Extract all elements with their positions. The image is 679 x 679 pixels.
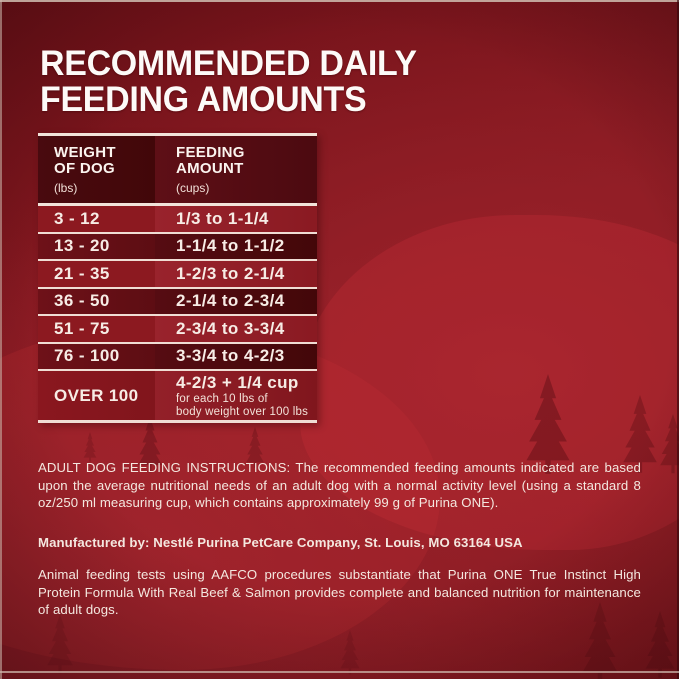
manufactured-by-line: Manufactured by: Nestlé Purina PetCare C… [38, 535, 523, 550]
table-row: 76 - 100 3-3/4 to 4-2/3 [38, 343, 317, 371]
amount-value: 2-1/4 to 2-3/4 [176, 291, 285, 311]
aafco-statement-paragraph: Animal feeding tests using AAFCO procedu… [38, 567, 641, 617]
weight-value: 21 - 35 [54, 263, 110, 283]
table-row: 13 - 20 1-1/4 to 1-1/2 [38, 233, 317, 261]
feeding-instructions-paragraph: ADULT DOG FEEDING INSTRUCTIONS: The reco… [38, 460, 641, 510]
amount-value: 1-2/3 to 2-1/4 [176, 263, 285, 283]
header-cell-weight: WEIGHT OF DOG (lbs) [38, 136, 155, 203]
amount-value: 2-3/4 to 3-3/4 [176, 318, 285, 338]
weight-header-line1: WEIGHT [54, 144, 116, 161]
weight-value: 76 - 100 [54, 346, 120, 366]
page-title-line1: RECOMMENDED DAILY [40, 44, 417, 83]
feeding-header-unit: (cups) [176, 181, 210, 195]
feeding-table: WEIGHT OF DOG (lbs) FEEDING AMOUNT (cups… [38, 133, 317, 423]
table-top-rule [38, 133, 317, 136]
weight-header-line2: OF DOG [54, 160, 115, 177]
amount-value: 1/3 to 1-1/4 [176, 208, 269, 228]
amount-value: 4-2/3 + 1/4 cup [176, 373, 299, 392]
amount-value: 1-1/4 to 1-1/2 [176, 236, 285, 256]
panel-bottom-edge-shadow [0, 673, 679, 679]
weight-value: 13 - 20 [54, 236, 110, 256]
table-row: 3 - 12 1/3 to 1-1/4 [38, 206, 317, 234]
weight-header-unit: (lbs) [54, 181, 78, 195]
table-header-row: WEIGHT OF DOG (lbs) FEEDING AMOUNT (cups… [38, 136, 317, 206]
table-row: 51 - 75 2-3/4 to 3-3/4 [38, 316, 317, 344]
weight-value: 3 - 12 [54, 208, 100, 228]
weight-value: 51 - 75 [54, 318, 110, 338]
panel-right-edge [677, 0, 679, 679]
table-row: 21 - 35 1-2/3 to 2-1/4 [38, 261, 317, 289]
amount-note-line1: for each 10 lbs of [176, 393, 268, 405]
amount-note-line2: body weight over 100 lbs [176, 405, 309, 418]
feeding-header-line1: FEEDING [176, 144, 245, 161]
panel-top-edge [0, 0, 679, 2]
table-row: 36 - 50 2-1/4 to 2-3/4 [38, 288, 317, 316]
table-row-over-100: OVER 100 4-2/3 + 1/4 cup for each 10 lbs… [38, 371, 317, 423]
weight-value: OVER 100 [54, 385, 139, 405]
feeding-header-line2: AMOUNT [176, 160, 244, 177]
header-cell-feeding: FEEDING AMOUNT (cups) [155, 136, 317, 203]
panel-bottom-edge-highlight [0, 671, 679, 673]
weight-value: 36 - 50 [54, 291, 110, 311]
amount-value: 3-3/4 to 4-2/3 [176, 346, 285, 366]
page-title-line2: FEEDING AMOUNTS [40, 80, 367, 119]
page-title: RECOMMENDED DAILY FEEDING AMOUNTS [40, 46, 428, 118]
panel-left-edge [0, 0, 2, 679]
